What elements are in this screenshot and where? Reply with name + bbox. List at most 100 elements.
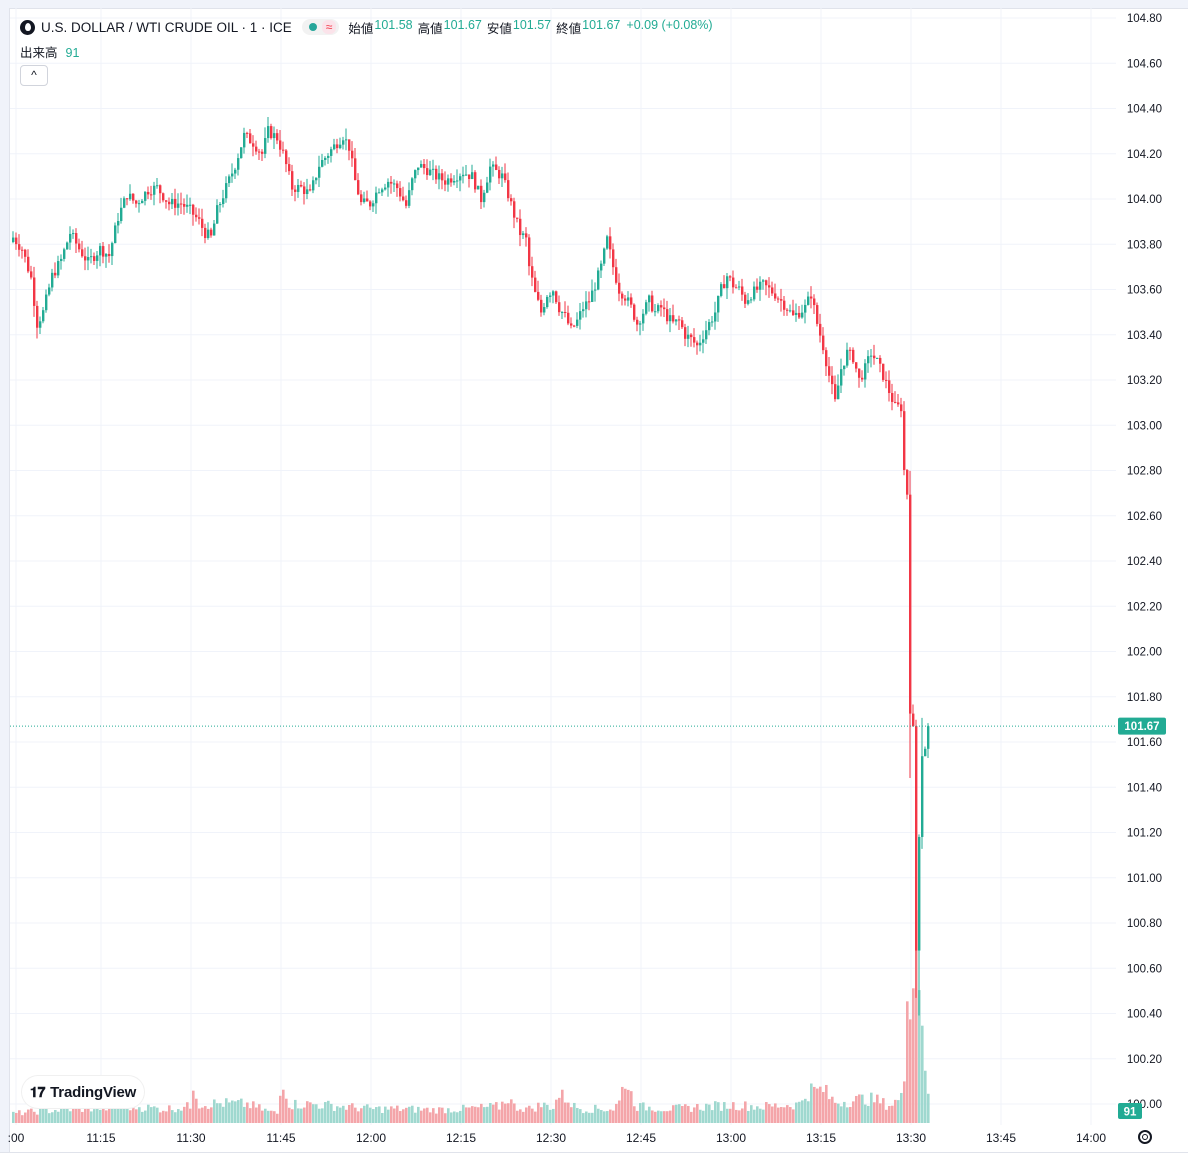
volume-bar <box>111 1104 114 1123</box>
volume-bar <box>387 1109 390 1123</box>
volume-bar <box>534 1111 537 1123</box>
candle-body <box>126 198 129 200</box>
volume-label[interactable]: 出来高 <box>20 46 58 60</box>
candle-body <box>582 309 585 312</box>
volume-bar <box>729 1108 732 1123</box>
price-axis[interactable]: 100.00100.20100.40100.60100.80101.00101.… <box>1127 13 1162 1111</box>
candle-body <box>618 282 621 294</box>
volume-bar <box>204 1106 207 1123</box>
candle-body <box>909 494 912 714</box>
candle-body <box>201 218 204 228</box>
volume-bar <box>399 1111 402 1123</box>
close-value: 101.67 <box>582 17 621 32</box>
volume-bar <box>435 1113 438 1123</box>
chart-settings-icon[interactable] <box>1138 1130 1152 1144</box>
tradingview-logo[interactable]: 𝟏𝟕 TradingView <box>22 1076 145 1108</box>
candle-body <box>417 167 420 171</box>
volume-bar <box>723 1102 726 1123</box>
price-tick-label: 100.60 <box>1127 963 1162 975</box>
change-value: +0.09 (+0.08%) <box>626 17 713 32</box>
volume-bar <box>507 1103 510 1123</box>
volume-bar <box>870 1092 873 1123</box>
symbol-title[interactable]: U.S. DOLLAR / WTI CRUDE OIL · 1 · ICE <box>41 19 292 35</box>
time-tick-label: 11:45 <box>266 1131 295 1145</box>
volume-bar <box>144 1110 147 1123</box>
candle-body <box>426 168 429 176</box>
volume-bar <box>912 988 915 1123</box>
volume-bar <box>84 1106 87 1123</box>
volume-bar <box>396 1105 399 1123</box>
candle-body <box>789 310 792 312</box>
candle-body <box>297 184 300 192</box>
candle-body <box>648 295 651 303</box>
volume-bar <box>594 1104 597 1123</box>
volume-bar <box>165 1111 168 1123</box>
volume-bar <box>150 1107 153 1123</box>
candle-body <box>357 180 360 195</box>
volume-bar <box>666 1111 669 1123</box>
volume-bar <box>567 1102 570 1123</box>
volume-bar <box>375 1107 378 1123</box>
candle-body <box>84 256 87 261</box>
volume-bar <box>633 1106 636 1123</box>
candle-body <box>651 295 654 312</box>
candle-body <box>759 281 762 290</box>
candle-body <box>531 266 534 278</box>
candle-body <box>798 312 801 318</box>
volume-bar <box>180 1110 183 1123</box>
volume-bar <box>675 1104 678 1123</box>
chart-grid <box>10 8 1116 1125</box>
candle-body <box>900 404 903 412</box>
time-axis[interactable]: :00 11:15 11:30 11:45 12:00 12:15 12:30 12:45 13… <box>8 1131 1107 1145</box>
volume-bar <box>102 1103 105 1123</box>
volume-bar <box>612 1110 615 1123</box>
volume-bar <box>384 1106 387 1123</box>
volume-bar <box>354 1107 357 1123</box>
candle-body <box>45 294 48 311</box>
candle-body <box>42 310 45 322</box>
volume-bar <box>516 1110 519 1123</box>
volume-bar <box>642 1102 645 1123</box>
volume-bar <box>696 1103 699 1123</box>
volume-bar <box>291 1109 294 1123</box>
volume-bar <box>243 1106 246 1123</box>
candle-body <box>780 299 783 301</box>
market-status[interactable]: ≈ <box>301 19 340 35</box>
candle-body <box>330 149 333 156</box>
candle-body <box>75 233 78 244</box>
last-price-badge-bg <box>1118 717 1166 735</box>
candle-body <box>393 183 396 185</box>
candle-body <box>492 164 495 167</box>
candle-body <box>363 198 366 203</box>
candle-body <box>165 200 168 202</box>
candle-body <box>591 290 594 302</box>
volume-bar <box>816 1088 819 1123</box>
volume-bar <box>69 1111 72 1123</box>
collapse-legend-button[interactable]: ^ <box>20 65 48 86</box>
candle-body <box>588 301 591 303</box>
candle-body <box>141 200 144 204</box>
volume-bar <box>525 1107 528 1123</box>
high-label: 高値 <box>417 21 443 36</box>
candle-body <box>300 184 303 187</box>
candle-body <box>375 192 378 204</box>
volume-bar <box>597 1108 600 1123</box>
volume-bar <box>213 1099 216 1123</box>
volume-bar <box>318 1108 321 1123</box>
candle-body <box>96 255 99 261</box>
candle-body <box>447 178 450 185</box>
candle-body <box>429 169 432 176</box>
volume-bar <box>852 1101 855 1123</box>
window-bottom-frame <box>0 1152 1188 1168</box>
volume-bar <box>15 1112 18 1123</box>
volume-bar <box>54 1109 57 1123</box>
candle-body <box>60 258 63 262</box>
candle-body <box>876 357 879 359</box>
candle-body <box>468 174 471 180</box>
candle-body <box>105 253 108 257</box>
volume-bar <box>477 1107 480 1123</box>
volume-bar <box>132 1102 135 1123</box>
volume-bar <box>531 1108 534 1123</box>
candle-body <box>498 169 501 179</box>
